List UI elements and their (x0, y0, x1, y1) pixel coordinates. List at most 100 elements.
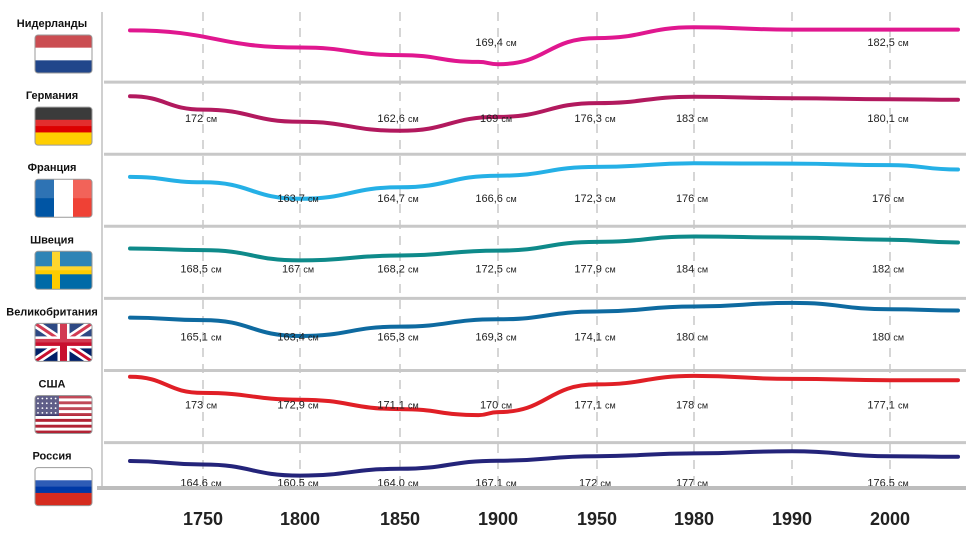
value-label: 183 см (676, 113, 708, 125)
value-unit: см (206, 114, 217, 124)
value-unit: см (408, 401, 419, 411)
value-unit: см (893, 194, 904, 204)
value-label: 171,1 см (377, 400, 418, 412)
value-unit: см (308, 194, 319, 204)
value-number: 169,4 (475, 37, 506, 49)
series-line (128, 449, 960, 478)
value-number: 176,3 (574, 113, 605, 125)
value-number: 163,4 (277, 331, 308, 343)
value-unit: см (600, 479, 611, 489)
country-name: США (39, 379, 66, 391)
value-unit: см (408, 264, 419, 274)
value-number: 168,2 (377, 263, 408, 275)
value-number: 172,5 (475, 263, 506, 275)
panel-sweden: 168,5 см 167 см 168,2 см 172,5 см 177,9 см 18… (128, 234, 960, 275)
value-unit: см (308, 479, 319, 489)
value-label: 173 см (185, 400, 217, 412)
x-tick-label: 1990 (772, 509, 812, 529)
value-label: 177,9 см (574, 263, 615, 275)
value-label: 178 см (676, 400, 708, 412)
value-number: 176 (676, 193, 697, 205)
series-line (128, 94, 960, 133)
panel-netherlands: 169,4 см 182,5 см (128, 25, 960, 67)
x-tick-label: 2000 (870, 509, 910, 529)
value-label: 167 см (282, 263, 314, 275)
panel-germany: 172 см 162,6 см 169 см 176,3 см 183 см 180,1 … (128, 94, 960, 133)
value-number: 172,3 (574, 193, 605, 205)
france-flag (34, 178, 93, 218)
value-number: 172,9 (277, 400, 308, 412)
panel-uk: 165,1 см 163,4 см 165,3 см 169,3 см 174,1 см… (128, 300, 960, 343)
value-unit: см (697, 264, 708, 274)
country-name: Россия (32, 451, 71, 463)
value-unit: см (408, 479, 419, 489)
value-label: 162,6 см (377, 113, 418, 125)
value-label: 180,1 см (867, 113, 908, 125)
country-sidebar: Нидерланды Германия Франция Швеция Великобри… (6, 12, 103, 507)
value-number: 183 (676, 113, 697, 125)
value-label: 177,1 см (867, 400, 908, 412)
value-label: 170 см (480, 400, 512, 412)
value-label: 182,5 см (867, 37, 908, 49)
value-unit: см (408, 194, 419, 204)
value-label: 180 см (676, 331, 708, 343)
value-unit: см (506, 194, 517, 204)
value-unit: см (506, 38, 517, 48)
value-unit: см (605, 114, 616, 124)
value-number: 176 (872, 193, 893, 205)
value-number: 169 (480, 113, 501, 125)
value-unit: см (893, 264, 904, 274)
series-line (128, 161, 960, 201)
value-number: 162,6 (377, 113, 408, 125)
value-number: 172 (185, 113, 206, 125)
country-name: Швеция (30, 234, 74, 246)
value-label: 165,1 см (180, 331, 221, 343)
value-number: 165,3 (377, 331, 408, 343)
x-tick-label: 1950 (577, 509, 617, 529)
value-label: 165,3 см (377, 331, 418, 343)
value-unit: см (697, 401, 708, 411)
panel-france: 163,7 см 164,7 см 166,6 см 172,3 см 176 см 17… (128, 161, 960, 205)
value-number: 168,5 (180, 263, 211, 275)
value-unit: см (501, 401, 512, 411)
value-unit: см (898, 401, 909, 411)
value-number: 169,3 (475, 331, 506, 343)
value-unit: см (697, 332, 708, 342)
value-number: 170 (480, 400, 501, 412)
value-label: 176 см (676, 193, 708, 205)
value-unit: см (308, 401, 319, 411)
value-number: 178 (676, 400, 697, 412)
value-label: 176 см (872, 193, 904, 205)
value-number: 184 (676, 263, 697, 275)
value-number: 164,7 (377, 193, 408, 205)
country-uk: Великобритания (6, 306, 98, 362)
value-unit: см (697, 479, 708, 489)
value-label: 163,4 см (277, 331, 318, 343)
value-label: 176,3 см (574, 113, 615, 125)
value-number: 165,1 (180, 331, 211, 343)
value-number: 180 (872, 331, 893, 343)
series-line (128, 25, 960, 67)
value-unit: см (697, 114, 708, 124)
value-number: 182 (872, 263, 893, 275)
value-number: 182,5 (867, 37, 898, 49)
value-label: 172,3 см (574, 193, 615, 205)
uk-flag (34, 322, 93, 362)
value-number: 177,1 (867, 400, 898, 412)
country-name: Франция (28, 162, 77, 174)
panel-russia: 164,6 см 160,5 см 164,0 см 167,1 см 172 см 17… (128, 449, 960, 490)
value-label: 182 см (872, 263, 904, 275)
value-number: 174,1 (574, 331, 605, 343)
series-line (128, 234, 960, 263)
series-line (128, 300, 960, 338)
country-russia: Россия (32, 451, 93, 507)
value-number: 167 (282, 263, 303, 275)
value-unit: см (211, 479, 222, 489)
country-sweden: Швеция (30, 234, 93, 290)
value-unit: см (308, 332, 319, 342)
russia-flag (34, 467, 93, 507)
x-tick-label: 1800 (280, 509, 320, 529)
value-number: 177,1 (574, 400, 605, 412)
value-label: 184 см (676, 263, 708, 275)
